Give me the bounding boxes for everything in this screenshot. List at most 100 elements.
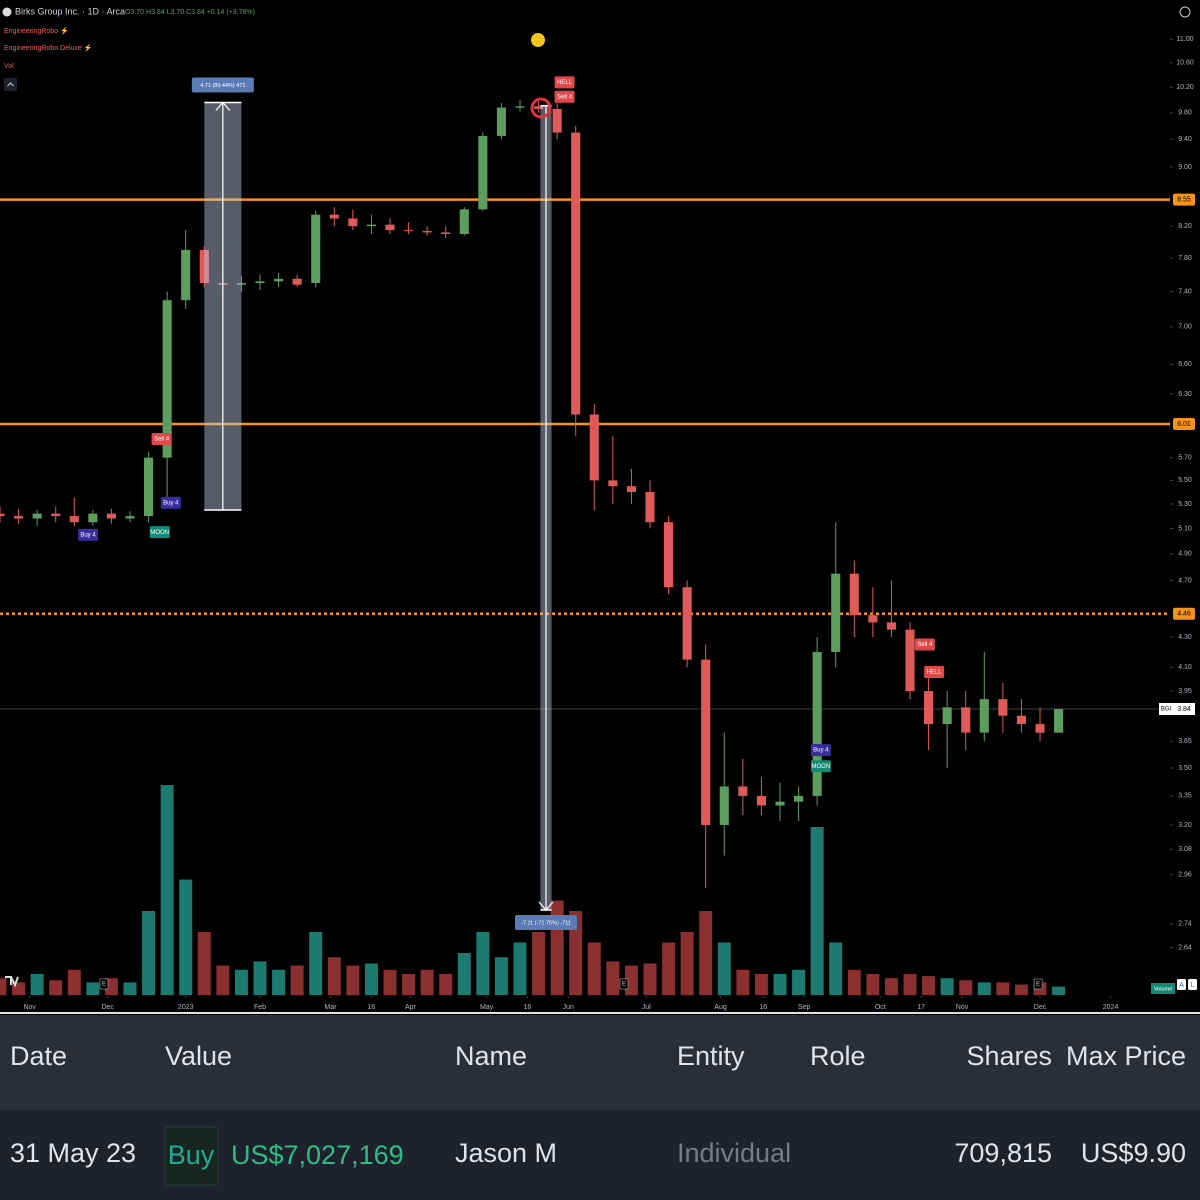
level-label: 4.46 bbox=[1177, 611, 1191, 618]
volume-bar bbox=[327, 957, 341, 995]
candle-body bbox=[422, 230, 432, 233]
signal-label: Sell 4 bbox=[154, 437, 170, 443]
candle-body bbox=[682, 587, 692, 660]
column-header[interactable]: Entity bbox=[677, 1041, 745, 1071]
signal-label: Sell 4 bbox=[917, 642, 933, 648]
y-tick-label: 3.65 bbox=[1178, 738, 1192, 745]
symbol-title[interactable]: Birks Group Inc. · 1D · Arca bbox=[15, 6, 125, 16]
candle-body bbox=[274, 278, 284, 282]
y-tick-label: 8.20 bbox=[1178, 223, 1192, 230]
pointer-icon bbox=[531, 33, 545, 47]
volume-bar bbox=[662, 942, 676, 995]
y-tick-label: 10.20 bbox=[1176, 84, 1194, 91]
indicator[interactable]: Vol bbox=[4, 63, 14, 70]
volume-bar bbox=[996, 982, 1010, 995]
signal-label: Buy 4 bbox=[80, 532, 96, 538]
y-tick-label: 3.35 bbox=[1178, 793, 1192, 800]
volume-bar bbox=[67, 969, 81, 995]
y-tick-label: 7.80 bbox=[1178, 255, 1192, 262]
candle-body bbox=[348, 218, 358, 227]
level-label: 6.01 bbox=[1177, 421, 1191, 428]
volume-bar bbox=[494, 957, 508, 995]
measure-label: 4.71 (89.44%) 471 bbox=[200, 83, 245, 89]
volume-bar bbox=[699, 911, 713, 995]
column-header[interactable]: Value bbox=[165, 1041, 232, 1071]
max-price-cell: US$9.90 bbox=[1081, 1138, 1186, 1168]
volume-bar bbox=[123, 982, 137, 995]
candle-body bbox=[701, 659, 711, 826]
candle-body bbox=[14, 516, 24, 519]
name-cell[interactable]: Jason M bbox=[455, 1138, 557, 1168]
volume-bar bbox=[1052, 986, 1066, 995]
column-header[interactable]: Role bbox=[810, 1041, 866, 1071]
volume-legend-box bbox=[1151, 983, 1175, 994]
candle-body bbox=[496, 107, 506, 136]
scale-button[interactable] bbox=[1177, 979, 1186, 990]
volume-bar bbox=[216, 965, 230, 995]
candle-body bbox=[199, 249, 209, 283]
volume-bar bbox=[810, 827, 824, 995]
candle-body bbox=[144, 457, 154, 517]
y-tick-label: 3.95 bbox=[1178, 688, 1192, 695]
y-tick-label: 5.10 bbox=[1178, 525, 1192, 532]
entity-cell: Individual bbox=[677, 1138, 791, 1168]
candle-body bbox=[292, 278, 302, 285]
candle-body bbox=[459, 209, 469, 235]
level-tag bbox=[1173, 417, 1195, 430]
volume-bar bbox=[476, 932, 490, 995]
y-tick-label: 9.40 bbox=[1178, 136, 1192, 143]
signal-badge bbox=[149, 526, 170, 539]
candle-body bbox=[998, 699, 1008, 716]
y-tick-label: 4.70 bbox=[1178, 577, 1192, 584]
candle-body bbox=[942, 707, 952, 725]
candle-body bbox=[664, 522, 674, 588]
volume-bar bbox=[420, 969, 434, 995]
volume-bar bbox=[829, 942, 843, 995]
x-tick-label: 2023 bbox=[178, 1004, 194, 1011]
indicator[interactable]: EngineeringRobo Deluxe ⚡ bbox=[4, 43, 93, 52]
signal-label: Buy 4 bbox=[813, 748, 829, 754]
volume-bar bbox=[234, 969, 248, 995]
volume-bar bbox=[179, 879, 193, 995]
settings-icon[interactable] bbox=[1179, 6, 1191, 18]
column-header[interactable]: Date bbox=[10, 1041, 67, 1071]
x-tick-label: Feb bbox=[254, 1004, 266, 1011]
candle-body bbox=[626, 486, 636, 493]
last-price-label: 3.84 bbox=[1177, 706, 1191, 713]
x-tick-label: Sep bbox=[798, 1004, 811, 1011]
ohlc: O3.70 H3.84 L3.70 C3.84 +0.14 (+3.78%) bbox=[125, 9, 255, 16]
collapse-button[interactable] bbox=[4, 78, 17, 91]
column-header[interactable]: Name bbox=[455, 1041, 527, 1071]
candle-body bbox=[645, 492, 655, 523]
y-tick-label: 4.30 bbox=[1178, 634, 1192, 641]
candle-body bbox=[979, 699, 989, 733]
volume-bar bbox=[253, 961, 267, 995]
x-tick-label: Aug bbox=[714, 1004, 727, 1011]
y-tick-label: 2.96 bbox=[1178, 872, 1192, 879]
y-tick-label: 6.30 bbox=[1178, 391, 1192, 398]
signal-badge bbox=[810, 760, 831, 773]
x-tick-label: Dec bbox=[101, 1004, 114, 1011]
indicator[interactable]: EngineeringRobo ⚡ bbox=[4, 26, 69, 35]
volume-bar bbox=[940, 978, 954, 995]
scale-button[interactable] bbox=[1188, 979, 1197, 990]
earnings-marker bbox=[1033, 978, 1043, 990]
y-tick-label: 10.60 bbox=[1176, 60, 1194, 67]
candle-body bbox=[756, 795, 766, 806]
y-tick-label: 2.64 bbox=[1178, 944, 1192, 951]
candle-body bbox=[125, 516, 135, 519]
x-tick-label: Nov bbox=[23, 1004, 36, 1011]
x-tick-label: Apr bbox=[405, 1004, 417, 1011]
volume-legend: Volume bbox=[1154, 986, 1172, 992]
x-tick-label: 2024 bbox=[1103, 1004, 1119, 1011]
y-tick-label: 7.00 bbox=[1178, 324, 1192, 331]
volume-bar bbox=[977, 982, 991, 995]
volume-bar bbox=[606, 961, 620, 995]
volume-bar bbox=[922, 976, 936, 995]
last-price-tag bbox=[1173, 703, 1195, 716]
column-header[interactable]: Max Price bbox=[1066, 1041, 1186, 1071]
column-header[interactable]: Shares bbox=[966, 1041, 1052, 1071]
volume-bar bbox=[86, 982, 100, 995]
earnings-marker bbox=[619, 978, 629, 990]
